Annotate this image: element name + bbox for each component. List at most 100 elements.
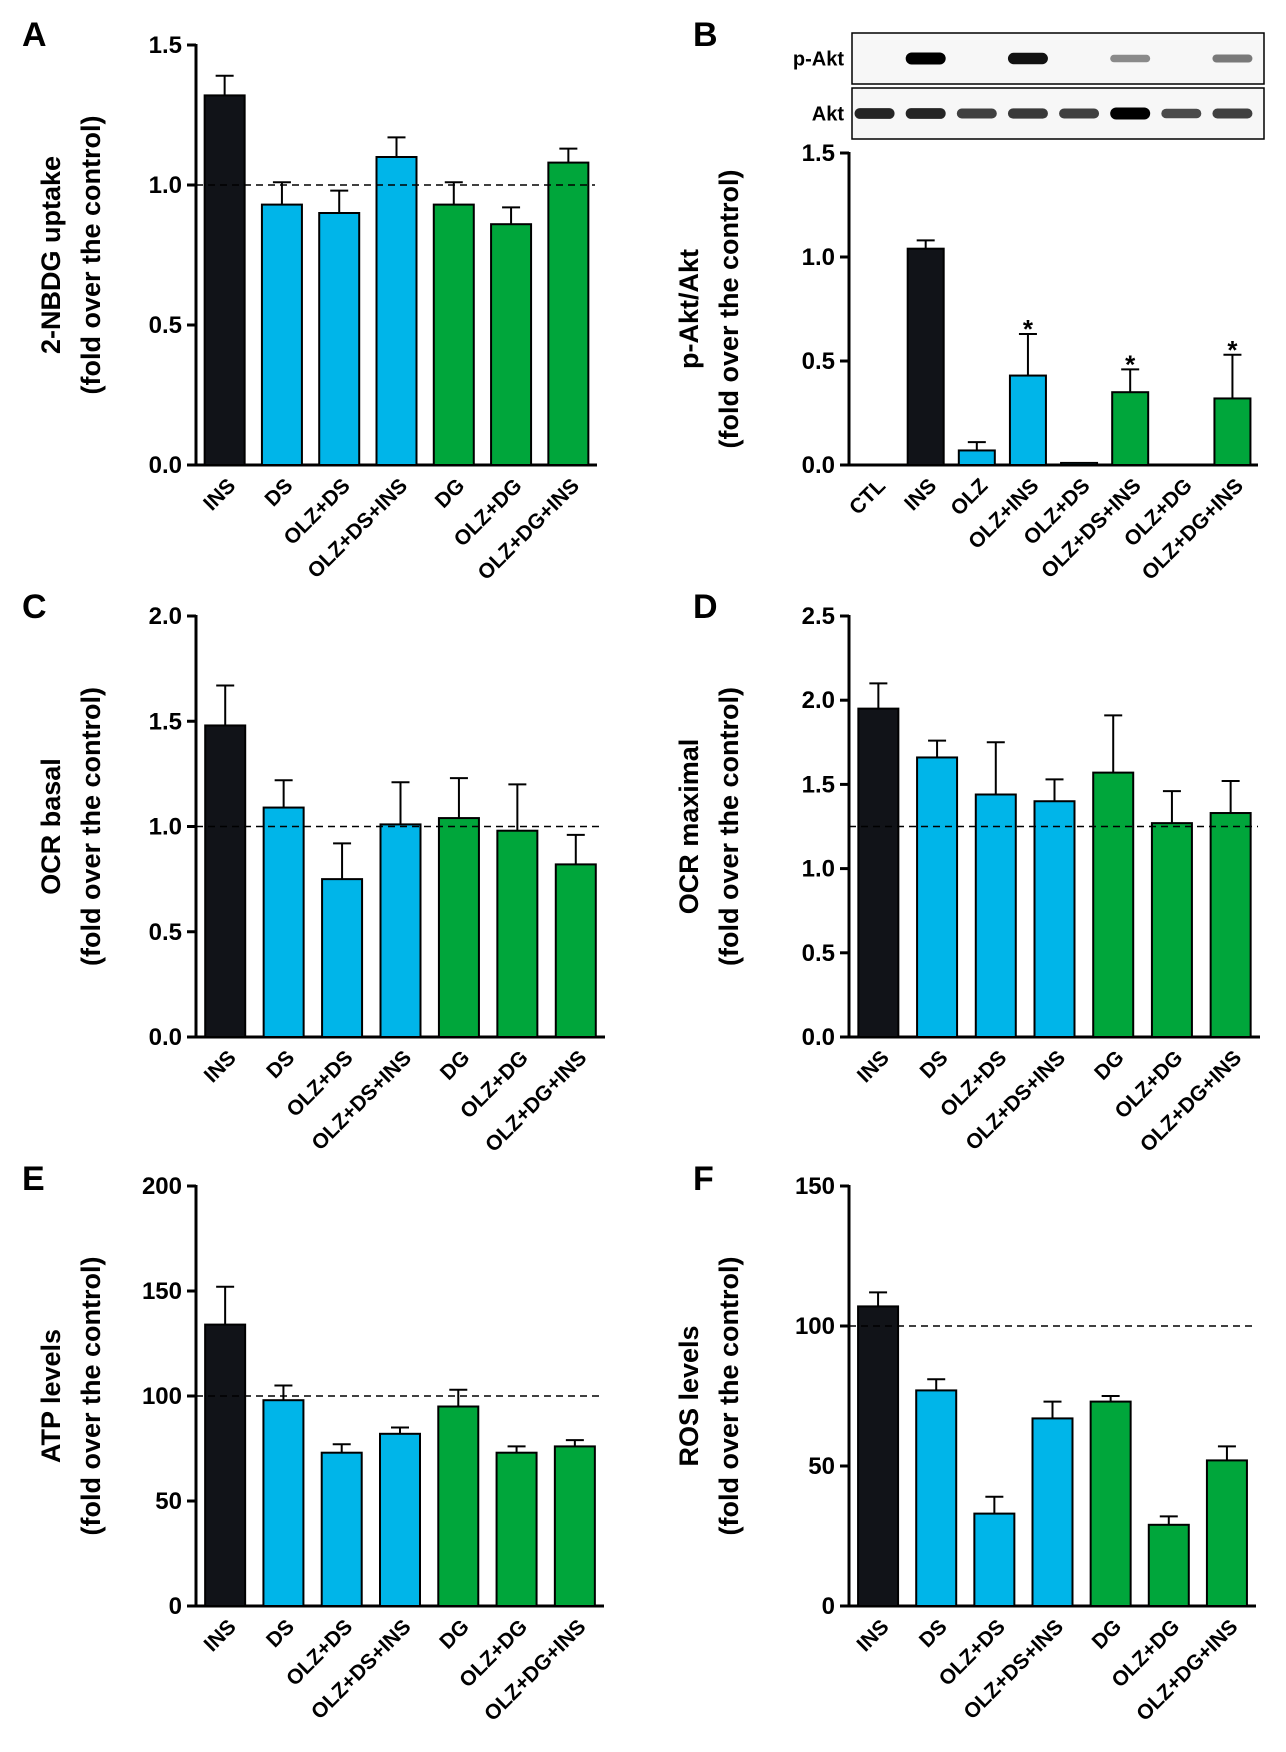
y-tick-label: 2.0 bbox=[802, 687, 835, 714]
bar-ins bbox=[204, 724, 247, 1039]
bar-olz-ds bbox=[974, 793, 1017, 1039]
y-axis-title: ROS levels bbox=[674, 1325, 704, 1466]
x-tick-label: DS bbox=[262, 1046, 299, 1083]
y-tick-label: 1.5 bbox=[802, 771, 835, 798]
blot-band bbox=[1161, 108, 1202, 119]
bar-ins bbox=[857, 1305, 900, 1608]
y-tick-label: 1.0 bbox=[802, 244, 835, 271]
y-tick-label: 2.5 bbox=[802, 603, 835, 630]
bar-dg bbox=[1089, 1400, 1132, 1607]
x-tick-label: OLZ+DG+INS bbox=[481, 1046, 591, 1156]
significance-mark: * bbox=[1023, 314, 1034, 344]
bar-olz-ds bbox=[973, 1512, 1016, 1607]
x-tick-label: INS bbox=[200, 1046, 241, 1087]
x-tick-label: DG bbox=[1088, 1615, 1127, 1654]
bar-olz-dg-ins bbox=[1209, 812, 1252, 1039]
bar-olz-ins bbox=[1008, 374, 1047, 466]
x-tick-label: INS bbox=[853, 1615, 894, 1656]
panel-letter: E bbox=[22, 1160, 45, 1198]
x-tick-label: INS bbox=[853, 1046, 894, 1087]
blot-band bbox=[905, 52, 946, 65]
panel-letter: A bbox=[22, 16, 47, 54]
y-tick-label: 50 bbox=[808, 1453, 835, 1480]
bar-ins bbox=[204, 1323, 247, 1607]
y-axis-subtitle: (fold over the control) bbox=[714, 687, 744, 966]
bar-dg bbox=[1092, 771, 1135, 1038]
significance-mark: * bbox=[1227, 335, 1238, 365]
y-axis-title: ATP levels bbox=[36, 1329, 66, 1463]
bar-olz-ds-ins bbox=[379, 823, 422, 1039]
blot-band bbox=[1059, 108, 1100, 119]
bar-olz-dg-ins bbox=[553, 1445, 596, 1608]
y-tick-label: 1.0 bbox=[802, 856, 835, 883]
bar-olz-dg bbox=[490, 223, 533, 466]
panel-letter: F bbox=[693, 1160, 714, 1198]
panel-letter: B bbox=[693, 16, 718, 54]
y-tick-label: 100 bbox=[795, 1313, 835, 1340]
x-tick-label: OLZ bbox=[946, 474, 992, 520]
bar-olz-ds bbox=[318, 212, 361, 466]
x-tick-label: DG bbox=[1090, 1046, 1129, 1085]
x-tick-label: OLZ+DG+INS bbox=[1132, 1615, 1242, 1725]
bar-ins bbox=[857, 707, 900, 1038]
x-tick-label: INS bbox=[199, 474, 240, 515]
panel-a: A 2-NBDG uptake (fold over the control) 0.0… bbox=[22, 16, 597, 585]
x-tick-label: OLZ+DG+INS bbox=[1136, 1046, 1246, 1156]
blot-band bbox=[854, 108, 895, 119]
significance-mark: * bbox=[1125, 349, 1136, 379]
y-tick-label: 1.5 bbox=[149, 32, 182, 59]
blot-band bbox=[905, 108, 946, 119]
y-axis-subtitle: (fold over the control) bbox=[714, 1257, 744, 1536]
bar-ds bbox=[260, 203, 303, 466]
panel-d: D OCR maximal (fold over the control) 0.0 0.… bbox=[674, 588, 1260, 1157]
panel-letter: D bbox=[693, 588, 718, 626]
y-tick-label: 0.0 bbox=[802, 452, 835, 479]
bar-ins bbox=[203, 94, 246, 467]
panel-f: F ROS levels (fold over the control) 0 50 100… bbox=[674, 1160, 1256, 1726]
bar-olz-dg-ins bbox=[554, 863, 597, 1039]
y-tick-label: 150 bbox=[795, 1173, 835, 1200]
y-axis-subtitle: (fold over the control) bbox=[76, 1257, 106, 1536]
blot-band bbox=[956, 108, 997, 119]
bar-ds bbox=[262, 1399, 305, 1607]
bar-ins bbox=[906, 247, 945, 466]
bar-olz-dg bbox=[496, 829, 539, 1039]
y-tick-label: 1.0 bbox=[149, 172, 182, 199]
bar-dg bbox=[437, 1405, 480, 1607]
bar-ds bbox=[262, 806, 305, 1038]
panel-c: C OCR basal (fold over the control) 0.0 0.5 1… bbox=[22, 588, 605, 1157]
y-tick-label: 0 bbox=[822, 1593, 835, 1620]
y-tick-label: 0.5 bbox=[802, 348, 835, 375]
y-tick-label: 150 bbox=[142, 1278, 182, 1305]
bar-dg bbox=[432, 203, 475, 466]
x-tick-label: DS bbox=[915, 1615, 952, 1652]
blot-band bbox=[1110, 54, 1151, 63]
bar-olz-ds-ins bbox=[1111, 391, 1150, 467]
x-tick-label: DS bbox=[262, 1615, 299, 1652]
x-tick-label: DG bbox=[435, 1615, 474, 1654]
y-tick-label: 0.0 bbox=[149, 1024, 182, 1051]
bar-ds bbox=[915, 1389, 958, 1608]
panel-letter: C bbox=[22, 588, 47, 626]
bar-olz-ds bbox=[1060, 461, 1099, 467]
y-tick-label: 100 bbox=[142, 1383, 182, 1410]
x-tick-label: OLZ+DS+INS bbox=[303, 474, 412, 583]
y-tick-label: 1.5 bbox=[149, 708, 182, 735]
y-tick-label: 0.5 bbox=[149, 312, 182, 339]
x-tick-label: OLZ+DS+INS bbox=[959, 1615, 1068, 1724]
y-tick-label: 0.5 bbox=[149, 919, 182, 946]
y-tick-label: 0.0 bbox=[802, 1024, 835, 1051]
bar-olz-ds bbox=[320, 1451, 363, 1607]
bar-olz-ds-ins bbox=[375, 156, 418, 466]
y-axis-title: 2-NBDG uptake bbox=[36, 156, 66, 354]
x-tick-label: DS bbox=[261, 474, 298, 511]
x-tick-label: OLZ+DG+INS bbox=[474, 474, 584, 584]
blot-row-label: Akt bbox=[812, 104, 845, 126]
bar-olz-ds-ins bbox=[1031, 1417, 1074, 1608]
y-tick-label: 200 bbox=[142, 1173, 182, 1200]
bar-olz-dg bbox=[495, 1451, 538, 1607]
y-tick-label: 2.0 bbox=[149, 603, 182, 630]
blot-band bbox=[1212, 108, 1253, 119]
y-tick-label: 50 bbox=[155, 1488, 182, 1515]
bar-olz-dg bbox=[1147, 1523, 1190, 1608]
